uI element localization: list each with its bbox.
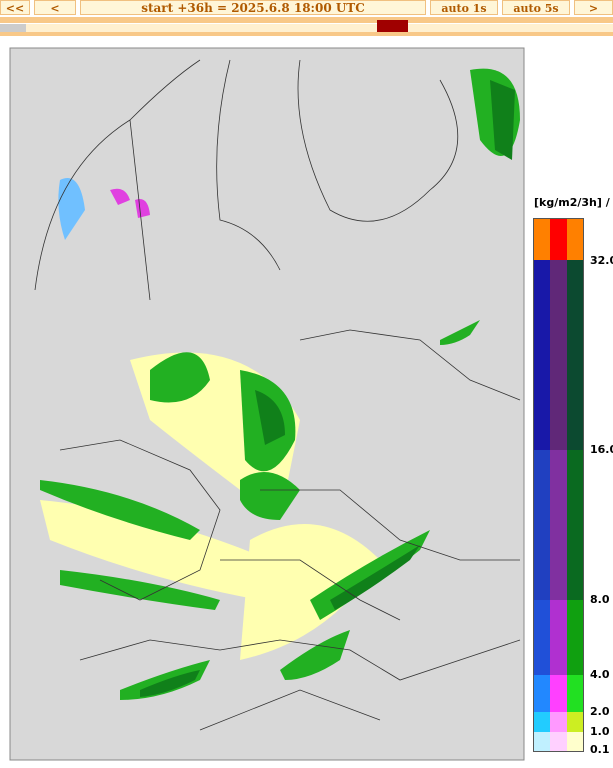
map-shape xyxy=(255,390,285,445)
legend-col-1 xyxy=(533,218,550,752)
map-shape xyxy=(216,59,459,271)
legend-swatch xyxy=(567,600,584,675)
legend-swatch xyxy=(550,600,567,675)
precip-blue xyxy=(58,178,85,240)
legend-swatch xyxy=(533,675,550,712)
map-shape xyxy=(79,639,521,731)
map-shape xyxy=(260,329,521,561)
legend-label: 2.0 xyxy=(590,705,610,718)
map-shape xyxy=(110,188,130,205)
timeline[interactable] xyxy=(0,17,613,23)
legend-col-2 xyxy=(550,218,567,752)
auto1-button[interactable]: auto 1s xyxy=(430,0,498,15)
precip-dark xyxy=(140,80,515,697)
legend-label: 0.1 xyxy=(590,743,610,756)
prev-button[interactable]: < xyxy=(34,0,76,15)
status: start +36h = 2025.6.8 18:00 UTC xyxy=(80,0,426,15)
borders xyxy=(34,59,521,731)
timeline-marker[interactable] xyxy=(377,20,408,32)
legend-swatch xyxy=(567,675,584,712)
legend-swatch xyxy=(533,600,550,675)
map-shape xyxy=(135,199,150,218)
map-shape xyxy=(140,670,200,697)
legend-swatch xyxy=(533,450,550,600)
legend-label: 8.0 xyxy=(590,593,610,606)
first-button[interactable]: << xyxy=(0,0,30,15)
legend-swatch xyxy=(550,260,567,450)
map-shape xyxy=(40,500,270,600)
legend-swatch xyxy=(567,260,584,450)
map-shape xyxy=(40,480,200,540)
map-shape xyxy=(150,352,210,403)
legend-bar xyxy=(533,218,584,752)
legend-swatch xyxy=(533,732,550,752)
auto5-button[interactable]: auto 5s xyxy=(502,0,570,15)
timeline[interactable] xyxy=(0,24,613,36)
legend-label: 16.0 xyxy=(590,443,613,456)
legend-swatch xyxy=(533,712,550,732)
map-shape xyxy=(330,545,420,610)
legend-label: 1.0 xyxy=(590,725,610,738)
map-shape xyxy=(440,320,480,345)
legend-swatch xyxy=(550,450,567,600)
legend-swatch xyxy=(550,675,567,712)
legend-swatch xyxy=(567,450,584,600)
timeline-start xyxy=(0,24,26,32)
legend-swatch xyxy=(550,712,567,732)
map-area xyxy=(9,47,525,761)
legend-swatch xyxy=(533,218,550,260)
legend-swatch xyxy=(533,218,584,752)
legend-col-3 xyxy=(567,218,584,752)
map-shape xyxy=(240,524,380,660)
next-button[interactable]: > xyxy=(574,0,613,15)
legend-swatch xyxy=(533,260,550,450)
legend-swatch xyxy=(550,732,567,752)
legend-swatch xyxy=(567,712,584,732)
legend-swatch xyxy=(550,218,567,260)
legend-swatch xyxy=(567,732,584,752)
legend-title: [kg/m2/3h] / [r xyxy=(534,196,613,209)
map-shape xyxy=(280,630,350,680)
legend-label: 32.0 xyxy=(590,254,613,267)
map-shape xyxy=(34,59,201,301)
map-shape xyxy=(490,80,515,160)
legend-label: 4.0 xyxy=(590,668,610,681)
map-shape xyxy=(58,178,85,240)
legend-swatch xyxy=(567,218,584,260)
map-shape xyxy=(240,472,300,520)
precip-magenta xyxy=(110,188,150,218)
map-shape xyxy=(59,439,401,621)
